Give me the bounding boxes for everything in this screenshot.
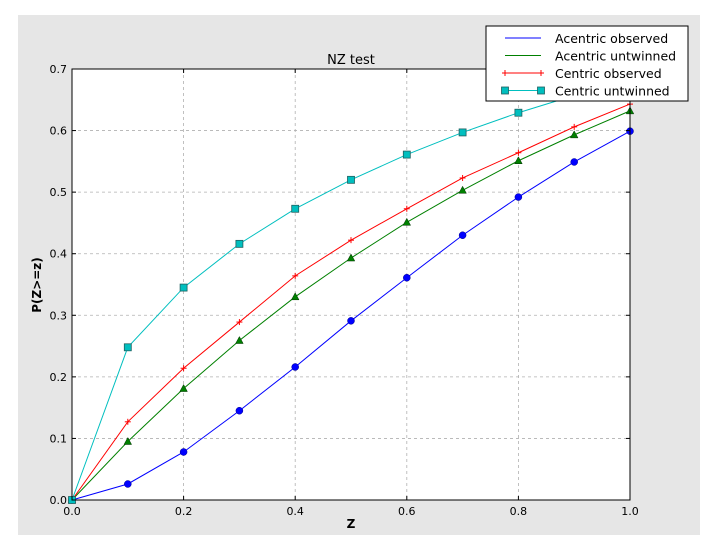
data-point-plus xyxy=(538,70,544,76)
legend-label: Acentric observed xyxy=(555,31,668,46)
x-tick-label: 0.8 xyxy=(510,505,528,518)
data-point-square xyxy=(402,150,411,159)
data-point-circle xyxy=(179,448,188,456)
data-point-triangle xyxy=(179,384,188,392)
legend-box xyxy=(485,25,689,102)
data-point-plus xyxy=(515,149,522,156)
data-point-plus xyxy=(571,123,578,130)
data-point-plus xyxy=(502,70,508,76)
legend-label: Centric observed xyxy=(555,66,662,81)
legend-label: Acentric untwinned xyxy=(555,49,676,64)
data-point-square xyxy=(347,175,355,184)
x-tick-label: 0.2 xyxy=(175,505,193,518)
data-point-square xyxy=(179,283,188,292)
plot-area xyxy=(72,69,630,500)
x-axis-label: Z xyxy=(347,517,356,531)
legend-label: Centric untwinned xyxy=(555,84,670,99)
legend-item: Centric observed xyxy=(502,66,662,81)
x-tick-label: 1.0 xyxy=(621,505,639,518)
data-point-triangle xyxy=(290,292,300,301)
data-point-plus xyxy=(348,237,354,244)
y-tick-label: 0.4 xyxy=(50,248,68,261)
data-point-square xyxy=(235,239,244,248)
data-point-triangle xyxy=(569,130,579,139)
x-tick-label: 0.6 xyxy=(398,505,416,518)
data-point-circle xyxy=(124,480,132,488)
y-tick-label: 0.6 xyxy=(50,125,68,138)
data-point-square xyxy=(291,204,300,213)
data-point-plus xyxy=(236,319,243,326)
data-point-triangle xyxy=(123,436,133,445)
data-point-triangle xyxy=(235,336,244,344)
data-point-circle xyxy=(347,317,355,325)
legend-item: Centric untwinned xyxy=(501,84,670,99)
legend-item: Acentric untwinned xyxy=(505,49,676,64)
y-tick-label: 0.5 xyxy=(50,186,68,199)
series-acentric-observed xyxy=(68,127,634,504)
chart-title: NZ test xyxy=(327,53,375,68)
y-axis-label: P(Z>=z) xyxy=(30,257,44,313)
data-point-circle xyxy=(514,193,523,201)
y-tick-label: 0.3 xyxy=(50,309,68,322)
y-tick-label: 0.0 xyxy=(50,494,68,507)
y-tick-label: 0.2 xyxy=(50,371,68,384)
data-point-plus xyxy=(403,205,410,212)
data-point-square xyxy=(458,128,467,137)
series-centric-observed xyxy=(69,101,633,503)
data-point-plus xyxy=(459,174,466,181)
data-point-plus xyxy=(124,418,131,425)
data-point-triangle xyxy=(402,217,412,226)
data-point-triangle xyxy=(458,185,467,194)
y-tick-label: 0.7 xyxy=(50,63,68,76)
axes-frame xyxy=(71,68,631,501)
x-tick-label: 0.0 xyxy=(63,505,81,518)
data-point-plus xyxy=(180,365,187,372)
legend: Acentric observed Acentric untwinned Centr… xyxy=(485,25,689,102)
data-point-square xyxy=(537,86,545,95)
data-point-square xyxy=(501,86,509,95)
y-tick-label: 0.1 xyxy=(50,432,68,445)
data-point-circle xyxy=(570,158,578,166)
data-point-circle xyxy=(458,231,467,239)
x-tick-label: 0.4 xyxy=(286,505,304,518)
data-point-circle xyxy=(403,273,411,282)
data-point-square xyxy=(123,343,132,352)
data-point-triangle xyxy=(514,156,523,164)
data-point-square xyxy=(514,108,523,117)
ticks: 0.0 0.2 0.4 0.6 0.8 1.0 0.0 0.1 0.2 0.3 0.4 0.5 0.6 0… xyxy=(50,63,639,518)
data-point-circle xyxy=(235,406,244,415)
legend-item: Acentric observed xyxy=(505,31,668,46)
data-point-plus xyxy=(292,272,299,279)
data-point-circle xyxy=(291,363,299,371)
data-point-triangle xyxy=(346,253,356,262)
